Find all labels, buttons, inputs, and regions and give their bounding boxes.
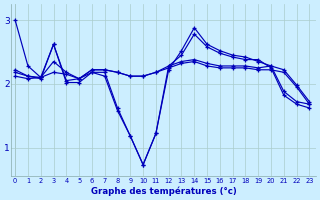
X-axis label: Graphe des températures (°c): Graphe des températures (°c) bbox=[91, 186, 236, 196]
